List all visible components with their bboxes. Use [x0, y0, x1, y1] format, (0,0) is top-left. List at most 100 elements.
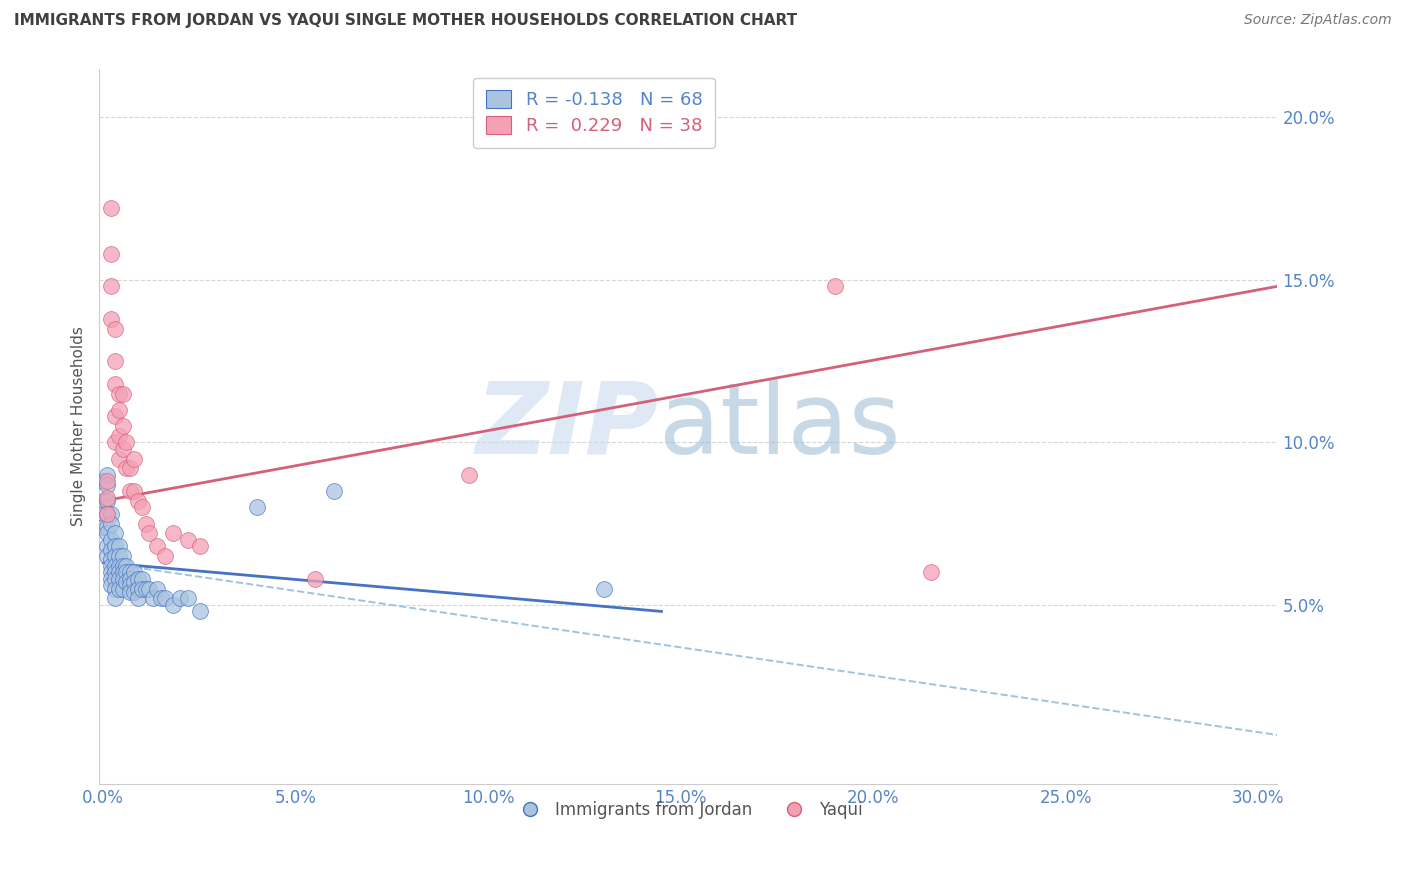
Point [131, 500, 153, 515]
Point [246, 500, 269, 515]
Point [104, 409, 127, 424]
Point [107, 549, 129, 564]
Point [107, 429, 129, 443]
Point [100, 516, 122, 531]
Point [104, 376, 127, 391]
Point [188, 604, 211, 618]
Point [100, 533, 122, 547]
Text: IMMIGRANTS FROM JORDAN VS YAQUI SINGLE MOTHER HOUSEHOLDS CORRELATION CHART: IMMIGRANTS FROM JORDAN VS YAQUI SINGLE M… [14, 13, 797, 29]
Text: atlas: atlas [659, 377, 901, 475]
Point [104, 566, 127, 580]
Point [104, 435, 127, 450]
Point [111, 442, 134, 456]
Point [122, 451, 145, 466]
Point [96, 520, 118, 534]
Point [458, 467, 481, 482]
Point [111, 386, 134, 401]
Text: ZIP: ZIP [477, 377, 659, 475]
Point [120, 572, 142, 586]
Point [96, 507, 118, 521]
Point [115, 566, 138, 580]
Point [120, 566, 142, 580]
Point [120, 484, 142, 499]
Point [111, 558, 134, 573]
Point [131, 582, 153, 596]
Point [323, 484, 346, 499]
Point [115, 575, 138, 590]
Point [111, 582, 134, 596]
Point [100, 566, 122, 580]
Point [104, 354, 127, 368]
Point [96, 507, 118, 521]
Point [100, 311, 122, 326]
Point [146, 582, 169, 596]
Point [96, 491, 118, 505]
Point [592, 582, 614, 596]
Point [104, 526, 127, 541]
Point [107, 540, 129, 554]
Point [142, 591, 165, 606]
Point [153, 549, 176, 564]
Point [169, 591, 191, 606]
Point [104, 591, 127, 606]
Point [304, 572, 326, 586]
Point [96, 549, 118, 564]
Point [104, 558, 127, 573]
Text: Source: ZipAtlas.com: Source: ZipAtlas.com [1244, 13, 1392, 28]
Point [100, 572, 122, 586]
Point [162, 598, 184, 612]
Point [122, 566, 145, 580]
Point [100, 542, 122, 557]
Point [104, 549, 127, 564]
Point [127, 572, 149, 586]
Point [138, 526, 160, 541]
Point [122, 575, 145, 590]
Point [146, 540, 169, 554]
Point [100, 279, 122, 293]
Point [115, 435, 138, 450]
Point [96, 467, 118, 482]
Point [122, 585, 145, 599]
Point [131, 572, 153, 586]
Point [188, 540, 211, 554]
Point [107, 582, 129, 596]
Point [920, 566, 942, 580]
Point [135, 582, 157, 596]
Point [111, 549, 134, 564]
Legend: Immigrants from Jordan, Yaqui: Immigrants from Jordan, Yaqui [508, 794, 870, 825]
Point [122, 484, 145, 499]
Point [115, 461, 138, 475]
Point [96, 477, 118, 491]
Point [104, 582, 127, 596]
Point [91, 520, 114, 534]
Point [107, 386, 129, 401]
Point [162, 526, 184, 541]
Point [96, 475, 118, 489]
Point [104, 540, 127, 554]
Point [107, 402, 129, 417]
Point [138, 582, 160, 596]
Point [100, 247, 122, 261]
Point [104, 321, 127, 335]
Point [150, 591, 173, 606]
Point [107, 558, 129, 573]
Y-axis label: Single Mother Households: Single Mother Households [72, 326, 86, 526]
Point [135, 516, 157, 531]
Point [115, 558, 138, 573]
Point [100, 578, 122, 592]
Point [120, 585, 142, 599]
Point [177, 533, 200, 547]
Point [96, 494, 118, 508]
Point [824, 279, 846, 293]
Point [127, 494, 149, 508]
Point [91, 494, 114, 508]
Point [120, 461, 142, 475]
Point [104, 572, 127, 586]
Point [127, 591, 149, 606]
Point [100, 507, 122, 521]
Point [100, 558, 122, 573]
Point [107, 451, 129, 466]
Point [96, 540, 118, 554]
Point [107, 566, 129, 580]
Point [91, 475, 114, 489]
